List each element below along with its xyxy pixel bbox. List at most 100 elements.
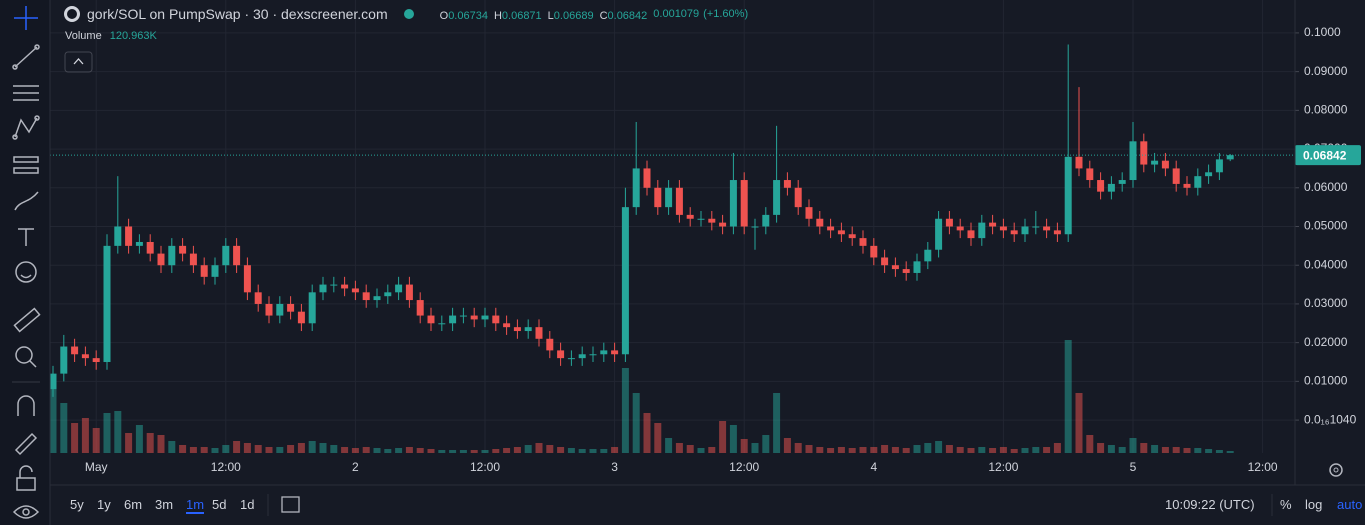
candle-body — [60, 346, 68, 374]
candle-body — [1021, 226, 1029, 235]
candle-body — [1053, 230, 1061, 235]
volume-bar — [546, 445, 554, 453]
text-tool[interactable] — [18, 228, 34, 246]
candle-body — [1032, 226, 1040, 228]
volume-bar — [287, 445, 295, 453]
volume-bar — [600, 449, 608, 453]
candle-body — [729, 180, 737, 227]
y-tick-label: 0.1000 — [1304, 25, 1341, 39]
volume-bar — [870, 447, 878, 453]
scale-option[interactable]: auto — [1337, 497, 1363, 512]
trend-line-tool[interactable] — [12, 44, 40, 70]
volume-bar — [578, 449, 586, 453]
status-dot — [403, 9, 414, 19]
candle-body — [837, 230, 845, 235]
range-button[interactable]: 5y — [70, 497, 84, 512]
volume-bar — [319, 443, 327, 453]
candle-body — [740, 180, 748, 227]
last-price-label: 0.06842 — [1303, 148, 1347, 162]
lock-tool[interactable] — [16, 465, 36, 491]
volume-bars — [49, 340, 1234, 453]
candle-body — [848, 234, 856, 239]
crosshair-tool[interactable] — [14, 6, 38, 30]
volume-bar — [1086, 435, 1094, 453]
candle-body — [254, 292, 262, 304]
lock-draw-tool[interactable] — [14, 432, 38, 456]
volume-bar — [924, 443, 932, 453]
volume-bar — [200, 447, 208, 453]
range-button[interactable]: 3m — [155, 497, 174, 512]
candle-body — [243, 265, 251, 293]
volume-bar — [989, 448, 997, 453]
x-tick-label: 12:00 — [470, 460, 500, 474]
change-pct: (+1.60%) — [703, 8, 749, 20]
candle-body — [924, 249, 932, 262]
candle-body — [557, 350, 565, 359]
magnet-tool[interactable] — [17, 395, 35, 416]
candle-body — [686, 214, 694, 219]
candle-body — [600, 350, 608, 355]
scale-option[interactable]: % — [1280, 497, 1292, 512]
ruler-tool[interactable] — [13, 307, 41, 333]
volume-bar — [71, 423, 79, 453]
range-button[interactable]: 5d — [212, 497, 227, 512]
candle-body — [1097, 180, 1105, 192]
candle-body — [179, 245, 187, 254]
volume-bar — [697, 448, 705, 453]
volume-bar — [557, 447, 565, 453]
range-button[interactable]: 1m — [186, 497, 205, 514]
volume-bar — [589, 449, 597, 453]
volume-bar — [1010, 449, 1018, 453]
candle-body — [773, 180, 781, 215]
candle-body — [233, 245, 241, 266]
volume-bar — [449, 450, 457, 453]
collapse-button[interactable] — [64, 51, 93, 73]
candle-body — [470, 315, 478, 320]
candle-body — [697, 218, 705, 220]
x-tick-label: May — [85, 460, 108, 474]
candle-body — [49, 373, 57, 390]
candle-body — [1118, 180, 1126, 184]
y-tick-label: 0.06000 — [1304, 180, 1348, 194]
scale-option[interactable]: log — [1305, 497, 1323, 512]
settings-icon[interactable] — [1329, 463, 1343, 477]
volume-bar — [1183, 448, 1191, 453]
prediction-tool[interactable] — [13, 156, 39, 174]
candle-body — [859, 238, 867, 246]
candle-body — [449, 315, 457, 324]
candle-body — [319, 284, 327, 293]
volume-bar — [503, 448, 511, 453]
range-button[interactable]: 1d — [240, 497, 255, 512]
volume-bar — [438, 450, 446, 453]
volume-bar — [719, 421, 727, 453]
volume-bar — [373, 448, 381, 453]
change: 0.001079 — [653, 8, 700, 20]
candle-body — [632, 168, 640, 208]
candle-body — [384, 292, 392, 297]
collapse-icon — [73, 58, 84, 65]
candle-body — [1194, 176, 1202, 188]
candle-body — [902, 269, 910, 273]
ohlc-value: 0.06842 — [607, 10, 648, 22]
volume-bar — [427, 449, 435, 453]
volume-bar — [751, 443, 759, 453]
volume-bar — [254, 445, 262, 453]
hide-tool[interactable] — [12, 505, 40, 519]
range-button[interactable]: 6m — [124, 497, 143, 512]
brush-tool[interactable] — [14, 191, 39, 211]
candle-body — [589, 354, 597, 356]
volume-bar — [891, 447, 899, 453]
candle-body — [1183, 183, 1191, 188]
candle-body — [265, 303, 273, 316]
volume-bar — [524, 445, 532, 453]
axes: 0.10000.090000.080000.070000.060000.0500… — [85, 25, 1361, 474]
pattern-tool[interactable] — [12, 115, 40, 140]
emoji-tool[interactable] — [15, 261, 37, 283]
range-button[interactable]: 1y — [97, 497, 111, 512]
fib-tool[interactable] — [13, 85, 39, 101]
date-range-icon[interactable] — [281, 496, 300, 513]
candle-body — [351, 288, 359, 293]
last-price-tag — [1295, 145, 1361, 166]
zoom-tool[interactable] — [15, 346, 37, 368]
